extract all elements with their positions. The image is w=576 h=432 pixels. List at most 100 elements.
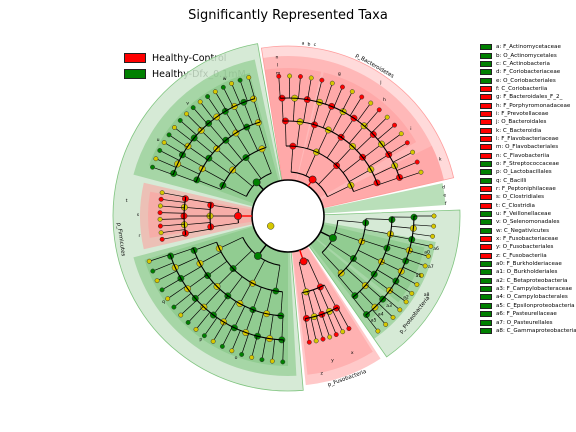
leaf-node [368,100,374,106]
clade-letter: r [139,233,141,239]
biomarker-swatch [480,127,492,134]
tree-branch [185,228,212,234]
tree-arc [220,146,267,190]
biomarker-legend-item: v: O_Selenomonadales [480,218,576,226]
tree-branch [196,179,222,190]
clade-letter: n [276,55,279,60]
tree-branch [318,287,330,312]
leaf-node [178,312,184,318]
tree-branch [390,235,412,240]
clade-letter: s [137,213,140,218]
tree-branch [313,102,320,125]
leaf-node [333,332,339,338]
biomarker-swatch [480,236,492,243]
leaf-node [276,73,282,79]
leaf-node [150,268,156,274]
tree-branch [394,282,413,294]
biomarker-legend-item: d: F_Coriobacteriaceae [480,68,576,76]
biomarker-legend-item: a0: F_Burkholderiaceae [480,260,576,268]
biomarker-label: a: F_Actinomycetaceae [496,44,561,51]
leaf-node [220,84,226,90]
tree-branch [399,274,418,285]
biomarker-legend-item: a1: O_Burkholderiales [480,268,576,276]
leaf-node [184,111,189,117]
biomarker-swatch [480,44,492,51]
tree-arc [352,216,393,298]
biomarker-swatch [480,294,492,301]
clade-letter: k [439,157,442,163]
tree-branch [251,336,258,358]
leaf-node [414,159,420,165]
phylum-node [254,252,262,260]
tree-branch [329,242,354,259]
tree-branch [342,156,363,173]
biomarker-label: o: F_Streptococcaceae [496,160,560,167]
biomarker-label: a4: O_Campylobacterales [496,294,568,301]
biomarker-legend-item: a2: C_Betaproteobacteria [480,277,576,285]
tree-branch [307,291,315,317]
clade-letter: b [308,41,311,47]
tree-branch [337,307,350,329]
biomarker-legend-item: j: O_Bacteroidales [480,118,576,126]
biomarker-legend-item: l: F_Flavobacteriaceae [480,135,576,143]
biomarker-label: b: O_Actinomycetales [496,52,557,59]
tree-branch [199,251,222,264]
tree-branch [152,166,174,175]
biomarker-label: h: F_Porphyromonadaceae [496,102,571,109]
tree-branch [210,204,239,210]
tree-branch [353,182,378,192]
tree-branch [207,260,228,276]
biomarker-legend-item: a4: O_Campylobacterales [480,293,576,301]
tree-branch [304,318,310,343]
tree-branch [159,150,180,161]
phylum-node [308,175,317,184]
tree-branch [203,289,221,308]
leaf-node [212,89,218,95]
tree-branch [160,212,185,214]
biomarker-swatch [480,311,492,318]
leaf-node [306,339,312,345]
leaf-node [404,140,410,146]
leaf-node [229,348,235,354]
leaf-node [329,80,335,86]
biomarker-label: l: F_Flavobacteriaceae [496,135,559,142]
tree-branch [239,80,248,102]
leaf-node [157,223,163,229]
tree-branch [261,148,272,174]
tree-branch [345,267,366,286]
leaf-node [161,140,167,145]
tree-branch [161,198,185,203]
tree-branch [184,206,211,210]
biomarker-swatch [480,69,492,76]
biomarker-legend-item: u: F_Veillonellaceae [480,210,576,218]
tree-branch [385,252,406,262]
biomarker-label: v: O_Selenomonadales [496,219,560,226]
leaf-node [383,322,389,327]
tree-branch [253,98,261,123]
tree-branch [356,134,374,151]
leaf-node [197,99,203,105]
tree-branch [280,291,283,316]
tree-branch [411,241,431,247]
tree-branch [349,96,363,116]
tree-branch [391,225,414,229]
leaf-node [359,94,365,100]
leaf-node [313,338,319,344]
tree-branch [281,315,284,340]
tree-branch [409,250,429,257]
tree-branch [204,317,218,336]
leaf-node [398,131,404,137]
tree-branch [363,143,382,159]
leaf-node [153,156,159,162]
biomarker-label: f: C_Coriobacteriia [496,85,548,92]
biomarker-legend-item: s: O_Clostridiales [480,193,576,201]
tree-branch [357,249,382,262]
tree-branch [384,296,401,311]
tree-arc [286,145,355,192]
tree-arc [216,241,283,293]
biomarker-swatch [480,160,492,167]
tree-arc [301,284,325,294]
leaf-node [319,77,325,83]
leaf-node [403,299,409,305]
tree-branch [377,177,400,186]
